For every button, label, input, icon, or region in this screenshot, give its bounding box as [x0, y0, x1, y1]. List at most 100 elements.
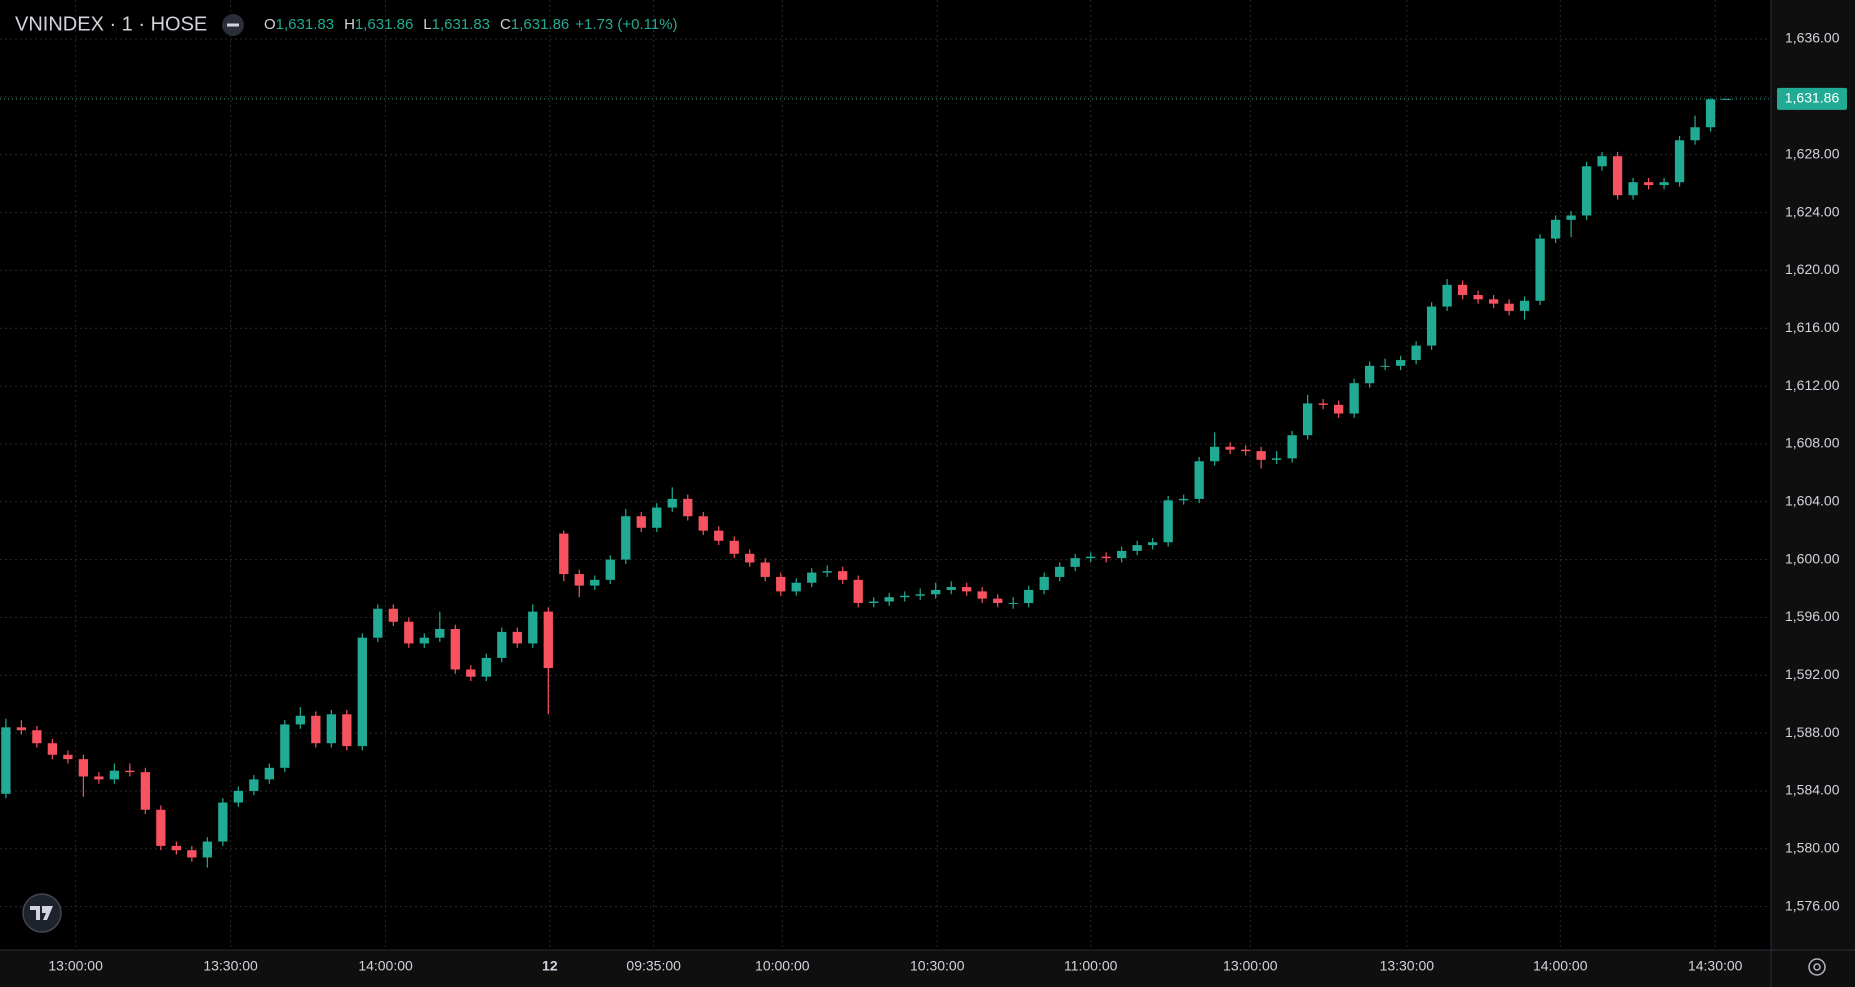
candles [0, 98, 1771, 868]
candle-body [884, 597, 894, 602]
x-tick-label: 10:30:00 [910, 958, 965, 974]
candle-body [559, 533, 569, 575]
candle-body [1256, 451, 1266, 460]
candle-body [900, 595, 910, 598]
y-tick-label: 1,584.00 [1785, 782, 1840, 798]
symbol-title: VNINDEX · 1 · HOSE [15, 13, 207, 35]
candle-body [1395, 360, 1406, 366]
candle-body [109, 770, 120, 780]
x-tick-label: 13:30:00 [203, 958, 258, 974]
x-tick-label: 11:00:00 [1064, 958, 1118, 974]
candle-body [621, 516, 631, 560]
x-tick-label: 14:00:00 [358, 958, 413, 974]
candle-body [574, 574, 584, 586]
last-price-badge [1777, 87, 1847, 110]
y-tick-label: 1,592.00 [1785, 666, 1840, 682]
candle-body [1, 727, 11, 794]
candle-body [1535, 238, 1545, 301]
candle-body [404, 621, 414, 644]
y-tick-label: 1,636.00 [1785, 30, 1840, 46]
y-tick-label: 1,588.00 [1785, 724, 1840, 740]
candle-body [342, 714, 352, 747]
axes: 1,576.00 1,580.00 1,584.00 1,588.00 1,592.00… [48, 30, 1847, 974]
candle-body [1225, 446, 1235, 450]
candle-body [466, 669, 476, 677]
candle-body [1519, 300, 1530, 311]
candle-body [1426, 306, 1437, 346]
candle-body [1504, 303, 1514, 311]
candle-body [915, 594, 925, 596]
y-tick-label: 1,628.00 [1785, 145, 1840, 161]
candle-body [1101, 556, 1111, 559]
candle-body [977, 591, 987, 599]
candle-body [1488, 299, 1499, 304]
y-tick-label: 1,580.00 [1785, 839, 1840, 855]
candle-body [667, 498, 677, 508]
candle-body [1380, 365, 1390, 367]
candle-body [1024, 589, 1034, 603]
candle-body [1705, 99, 1716, 128]
candle-body [698, 516, 708, 531]
candle-body [1302, 403, 1313, 436]
candle-body [1179, 498, 1189, 501]
candle-body [32, 730, 42, 744]
candle-body [1318, 403, 1328, 405]
tv-logo[interactable] [22, 893, 62, 933]
gear-center [1813, 963, 1821, 971]
candle-body [1550, 219, 1561, 239]
x-tick-label: 14:00:00 [1533, 958, 1588, 974]
candle-body [218, 802, 228, 842]
legend-value: 1,631.83 [276, 16, 334, 33]
candle-body [373, 608, 383, 638]
candle-body [946, 587, 956, 590]
candle-body [590, 579, 600, 586]
candle-body [140, 772, 151, 810]
candle-body [1411, 345, 1421, 361]
candle-body [636, 516, 646, 528]
candle-body [1148, 542, 1158, 546]
x-tick-label: 10:00:00 [755, 958, 810, 974]
legend-key: O [264, 16, 276, 33]
x-tick-label: 13:00:00 [1223, 958, 1278, 974]
candle-body [1674, 140, 1685, 183]
candle-body [450, 628, 460, 670]
candle-body [807, 572, 817, 583]
candle-body [1581, 166, 1592, 216]
candle-body [16, 727, 27, 731]
candle-body [202, 841, 212, 858]
candle-body [156, 809, 166, 846]
candle-body [264, 767, 274, 780]
candle-body [249, 779, 259, 791]
candle-body [1628, 182, 1638, 196]
candle-body [1194, 461, 1204, 499]
y-tick-label: 1,624.00 [1785, 203, 1840, 219]
candle-body [1163, 500, 1173, 543]
candle-body [187, 850, 197, 858]
candle-body [233, 790, 243, 803]
candle-body [729, 540, 739, 554]
candle-body [512, 631, 522, 644]
candle-body [528, 611, 538, 644]
candle-body [435, 628, 445, 638]
candle-body [1597, 156, 1607, 167]
gear-icon [1808, 958, 1826, 976]
x-tick-label: 14:30:00 [1688, 958, 1743, 974]
candle-body [1055, 566, 1065, 577]
candle-body [388, 608, 398, 622]
y-tick-label: 1,604.00 [1785, 492, 1840, 508]
candle-body [171, 845, 182, 851]
ohlc-legend: O1,631.83 H1,631.86 L1,631.83 C1,631.86 +1.7… [264, 16, 678, 33]
collapse-icon [227, 23, 239, 27]
candle-body [1690, 127, 1700, 141]
candle-body [1117, 550, 1127, 559]
candle-body [1039, 576, 1049, 590]
y-tick-label: 1,576.00 [1785, 897, 1840, 913]
legend-key: H [344, 16, 355, 33]
candle-body [791, 582, 801, 592]
candle-body [1721, 98, 1731, 100]
y-tick-label: 1,608.00 [1785, 435, 1840, 451]
candle-body [1333, 404, 1344, 414]
settings-button[interactable] [1808, 958, 1826, 976]
candle-body [1132, 545, 1142, 551]
